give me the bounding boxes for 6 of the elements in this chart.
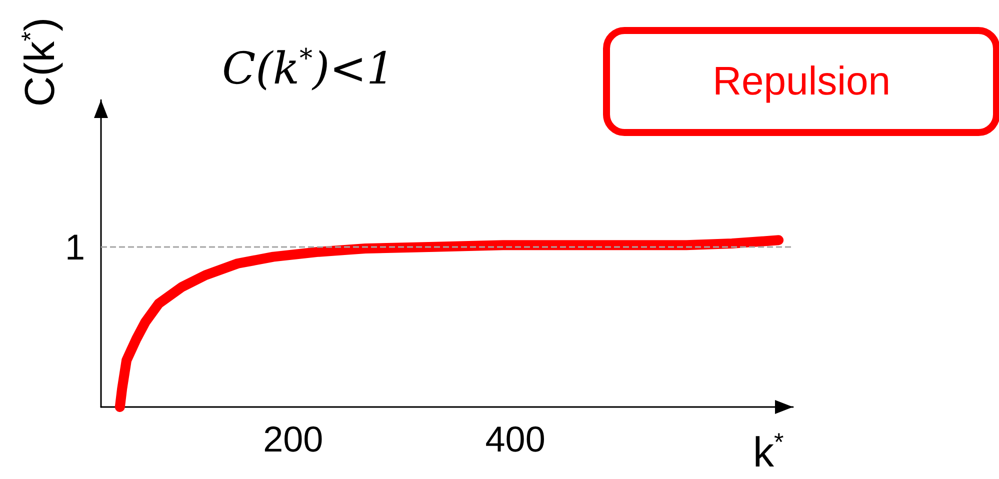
x-axis-title: k* <box>753 428 784 476</box>
x-tick-label: 400 <box>485 418 546 460</box>
ref-line-label: 1 <box>64 226 85 268</box>
text: C(k*)<1 <box>222 43 395 94</box>
text: Repulsion <box>712 60 890 104</box>
x-tick-label: 200 <box>263 418 324 460</box>
